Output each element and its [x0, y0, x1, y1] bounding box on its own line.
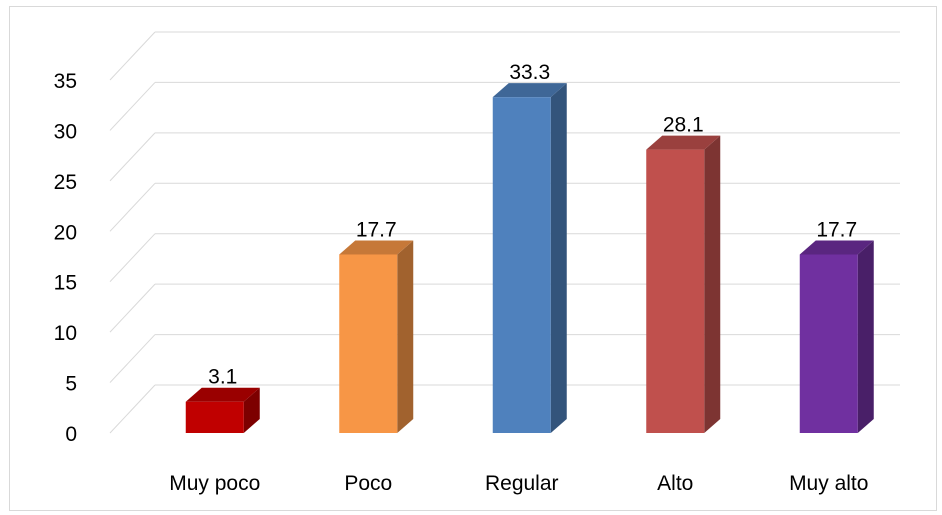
- x-tick-label: Poco: [344, 472, 392, 495]
- bar: [799, 240, 874, 433]
- x-tick-label: Regular: [485, 472, 559, 495]
- bar-side: [243, 387, 260, 433]
- gridline-side: [109, 283, 156, 333]
- gridline-side: [109, 233, 156, 283]
- y-tick-label: 30: [54, 120, 77, 143]
- y-tick-label: 25: [54, 171, 77, 194]
- bar-side: [704, 135, 721, 433]
- data-label: 3.1: [208, 366, 237, 389]
- y-tick-label: 10: [54, 322, 77, 345]
- data-label: 33.3: [509, 61, 550, 84]
- bar-front: [799, 254, 858, 433]
- data-label: 17.7: [816, 218, 857, 241]
- bar: [339, 240, 414, 433]
- gridline-side: [109, 31, 156, 81]
- x-tick-label: Alto: [657, 472, 693, 495]
- bar-top: [339, 240, 414, 255]
- chart-frame: [9, 6, 937, 511]
- bar: [185, 387, 260, 433]
- gridline-side: [109, 182, 156, 232]
- bar-side: [857, 240, 874, 433]
- bar-front: [646, 149, 705, 433]
- x-tick-label: Muy alto: [789, 472, 868, 495]
- bar-front: [339, 254, 398, 433]
- y-tick-label: 15: [54, 272, 77, 295]
- bar: [492, 83, 567, 433]
- gridline-side: [109, 334, 156, 383]
- y-tick-label: 0: [65, 423, 77, 446]
- gridline-side: [109, 132, 156, 182]
- bar-side: [397, 240, 414, 433]
- y-tick-label: 5: [65, 373, 77, 396]
- bar-front: [185, 401, 244, 433]
- bars: 3.1 Muy poco 17.7 Poco 33.3 Regular 28.1 Alto 17…: [169, 61, 874, 495]
- data-label: 17.7: [356, 218, 397, 241]
- y-tick-label: 35: [54, 70, 77, 93]
- x-tick-label: Muy poco: [169, 472, 260, 495]
- bar-top: [799, 240, 874, 255]
- bar-front: [492, 97, 551, 433]
- bar-top: [185, 387, 260, 402]
- gridline-side: [109, 82, 156, 131]
- bar-side: [550, 83, 567, 433]
- y-tick-label: 20: [54, 221, 77, 244]
- bar-top: [492, 83, 567, 98]
- data-label: 28.1: [663, 114, 704, 137]
- y-axis-ticks: 0 5 10 15 20 25 30 35: [54, 70, 77, 446]
- gridline-side: [109, 384, 156, 434]
- bar: [646, 135, 721, 433]
- bar-top: [646, 135, 721, 150]
